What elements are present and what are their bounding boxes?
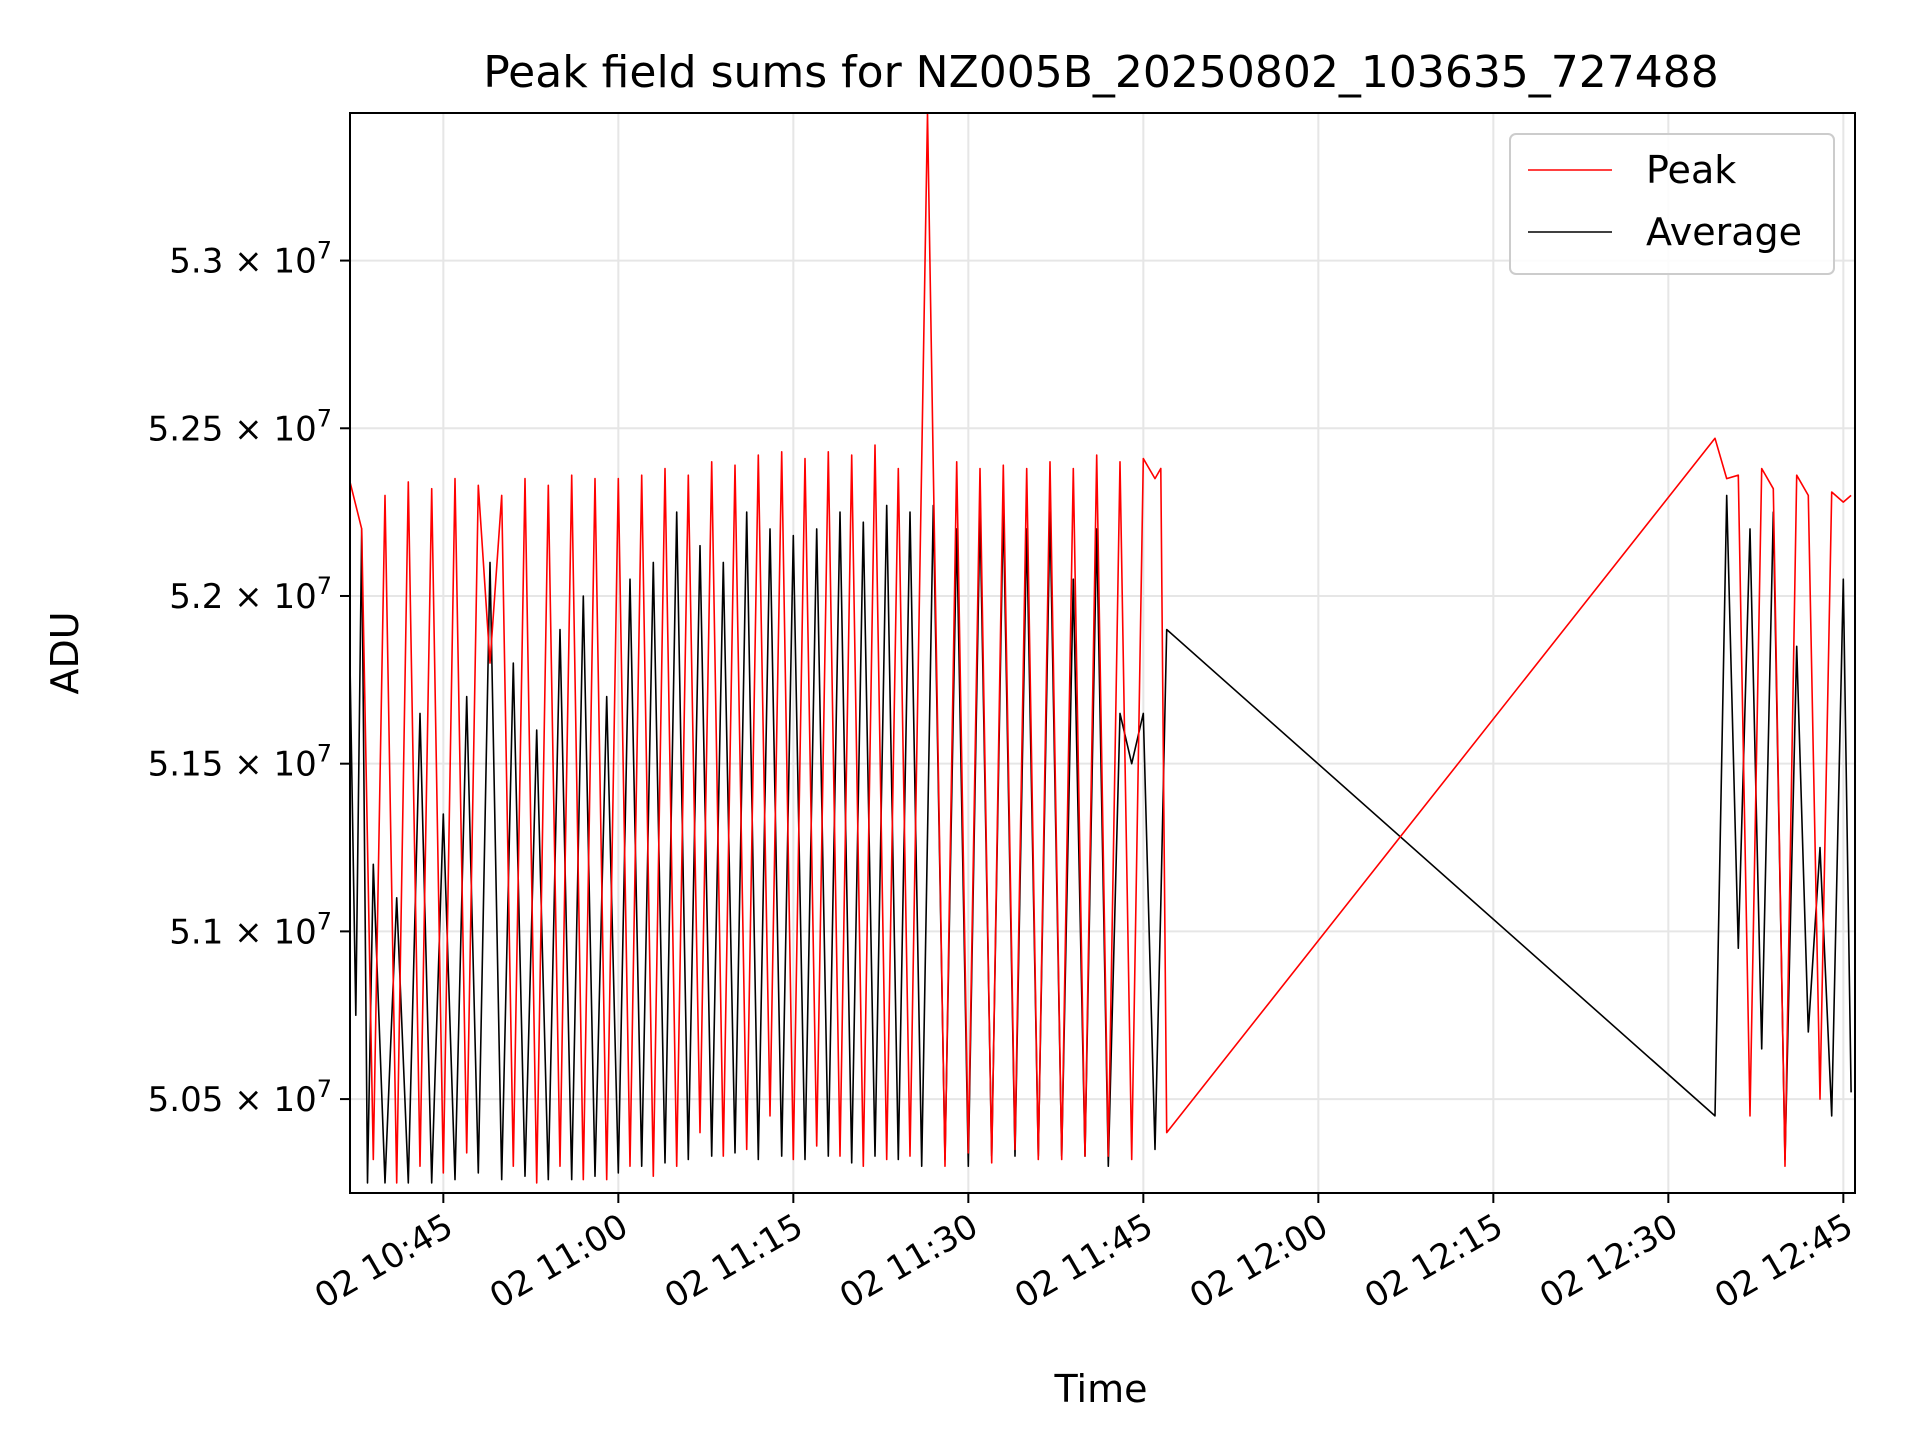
legend-average-label: Average	[1646, 210, 1802, 254]
y-tick-label: 5.3 × 107	[169, 237, 332, 282]
x-tick-label: 02 12:00	[1183, 1206, 1335, 1317]
series-line-average	[350, 494, 1852, 1184]
plot-frame	[349, 112, 1856, 1194]
x-tick-label: 02 10:45	[308, 1206, 460, 1317]
grid	[350, 113, 1855, 1193]
y-tick-label: 5.05 × 107	[148, 1075, 332, 1120]
legend: Peak Average	[1509, 133, 1835, 275]
series-line-peak	[350, 113, 1852, 1184]
x-axis-label: Time	[1054, 1367, 1148, 1411]
y-axis-label: ADU	[43, 611, 87, 694]
x-tick-label: 02 11:00	[483, 1206, 635, 1317]
y-tick-label: 5.2 × 107	[169, 572, 332, 617]
series-layer	[350, 113, 1852, 1184]
x-axis: 02 10:45 02 11:00 02 11:15 02 11:30 02 11:45…	[308, 1193, 1860, 1317]
y-tick-label: 5.25 × 107	[148, 404, 332, 449]
y-axis: 5.05 × 107 5.1 × 107 5.15 × 107 5.2 × 107 5.…	[148, 237, 350, 1120]
x-tick-label: 02 12:45	[1708, 1206, 1860, 1317]
x-tick-label: 02 11:45	[1008, 1206, 1160, 1317]
y-tick-label: 5.15 × 107	[148, 740, 332, 785]
x-tick-label: 02 12:30	[1533, 1206, 1685, 1317]
x-tick-label: 02 11:15	[658, 1206, 810, 1317]
chart-title: Peak field sums for NZ005B_20250802_1036…	[483, 47, 1719, 98]
legend-box	[1509, 133, 1835, 275]
x-tick-label: 02 11:30	[833, 1206, 985, 1317]
legend-peak-label: Peak	[1646, 148, 1736, 192]
x-tick-label: 02 12:15	[1358, 1206, 1510, 1317]
y-tick-label: 5.1 × 107	[169, 907, 332, 952]
